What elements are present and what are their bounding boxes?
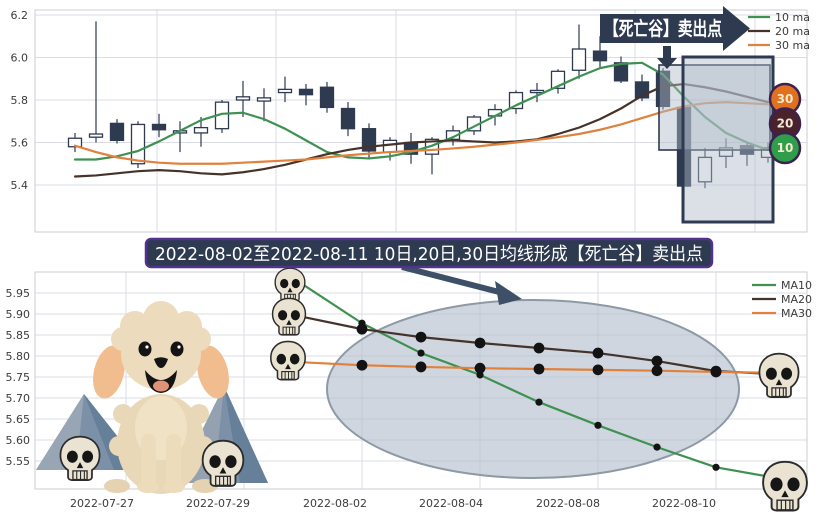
top-y-tick-label: 6.0 (11, 52, 29, 65)
legend-label: MA10 (781, 279, 812, 292)
data-point-MA10 (653, 443, 661, 451)
top-ma-lines (73, 61, 770, 178)
data-point-MA20 (415, 331, 427, 343)
death-valley-highlight-ellipse (326, 299, 740, 479)
data-point-MA20 (533, 342, 545, 354)
arrowhead-icon (495, 281, 522, 305)
data-point-MA20 (474, 337, 486, 349)
ma-line-10ma (73, 61, 770, 161)
data-point-MA30 (651, 365, 663, 377)
candle-body (151, 123, 167, 131)
candle-body (298, 88, 314, 96)
skull-icon-ma-cross-end (758, 352, 800, 399)
bottom-x-tick-label: 2022-07-29 (186, 497, 250, 510)
banner-pointer-arrow (401, 264, 522, 305)
annotation-arrow-banner (600, 6, 750, 51)
data-point-MA20 (651, 355, 663, 367)
legend-label: 30 ma (775, 39, 810, 52)
candle-body (235, 96, 251, 101)
skull-icon-ma10-end (762, 460, 808, 512)
ma-badge-20: 20 (768, 107, 802, 140)
bottom-y-tick-label: 5.90 (6, 308, 31, 321)
down-arrow-icon (657, 46, 677, 69)
ma-end-badges: 30 20 10 (768, 82, 802, 165)
data-point-MA30 (710, 366, 722, 378)
candle-body (109, 122, 125, 142)
legend-label: MA30 (781, 307, 812, 320)
ma-line-20ma (73, 82, 770, 178)
top-y-tick-label: 5.4 (11, 179, 29, 192)
data-point-MA30 (533, 363, 545, 375)
candle-body (277, 88, 293, 94)
candle-body (340, 107, 356, 130)
ma-badge-label: 20 (777, 117, 794, 131)
top-y-tick-label: 5.6 (11, 137, 29, 150)
candle-body (193, 126, 209, 134)
bottom-y-tick-label: 5.55 (6, 455, 31, 468)
sell-point-annotation: 【死亡谷】卖出点 (600, 6, 750, 69)
data-point-MA30 (592, 364, 604, 376)
sell-point-label: 【死亡谷】卖出点 (604, 17, 722, 40)
legend-label: 10 ma (775, 11, 810, 24)
data-point-MA30 (356, 359, 368, 371)
highlight-rect-large (681, 55, 775, 224)
skull-icon-ma30-start (269, 340, 307, 381)
data-point-MA10 (594, 421, 602, 429)
bottom-chart-axes: 5.95 5.90 5.85 5.80 5.75 5.70 5.65 5.60 5.55 2022… (6, 287, 716, 510)
ma-badge-label: 10 (777, 141, 794, 155)
poodle-dog-illustration (93, 301, 229, 494)
candle-body (256, 97, 272, 102)
title-banner-box (144, 237, 714, 269)
legend-label: MA20 (781, 293, 812, 306)
top-y-tick-label: 5.8 (11, 94, 29, 107)
data-point-MA10 (417, 349, 425, 357)
bottom-y-tick-label: 5.75 (6, 371, 31, 384)
candle-body (382, 139, 398, 153)
data-point-MA30 (474, 362, 486, 374)
highlight-rect-small (658, 64, 771, 151)
data-point-MA10 (712, 463, 720, 471)
top-chart-grid (34, 9, 808, 233)
top-y-tick-label: 6.2 (11, 9, 29, 22)
ma-badge-10: 10 (768, 131, 802, 165)
candle-body (718, 147, 734, 157)
bottom-ma-lines (302, 283, 776, 479)
ma-badge-label: 30 (777, 92, 794, 106)
title-banner: 2022-08-02至2022-08-11 10日,20日,30日均线形成【死亡… (144, 237, 714, 269)
skull-icon-left-mountain (59, 435, 101, 482)
skull-icon-ma20-start (271, 297, 307, 336)
ma-line-30ma (73, 101, 770, 165)
legend-label: 20 ma (775, 25, 810, 38)
death-cross-highlight (658, 55, 775, 224)
data-point-MA20 (592, 347, 604, 359)
data-point-MA20 (356, 323, 368, 335)
skull-icon-ma10-start (274, 267, 306, 302)
candle-body (571, 48, 587, 71)
bottom-y-tick-label: 5.65 (6, 413, 31, 426)
data-point-MA10 (535, 398, 543, 406)
candle-body (130, 123, 146, 165)
candle-body (529, 89, 545, 94)
candle-body (88, 133, 104, 138)
bottom-x-tick-label: 2022-08-04 (419, 497, 483, 510)
bottom-y-tick-label: 5.85 (6, 329, 31, 342)
bottom-y-tick-label: 5.80 (6, 350, 31, 363)
top-chart-y-axis: 6.2 6.0 5.8 5.6 5.4 (11, 9, 29, 192)
candle-body (592, 50, 608, 62)
data-point-MA30 (415, 361, 427, 373)
bottom-y-tick-label: 5.60 (6, 434, 31, 447)
candle-body (319, 86, 335, 109)
bottom-y-tick-label: 5.70 (6, 392, 31, 405)
bottom-y-tick-label: 5.95 (6, 287, 31, 300)
bottom-x-tick-label: 2022-08-08 (536, 497, 600, 510)
bottom-x-tick-label: 2022-07-27 (70, 497, 134, 510)
bottom-x-tick-label: 2022-08-10 (652, 497, 716, 510)
title-banner-text: 2022-08-02至2022-08-11 10日,20日,30日均线形成【死亡… (155, 244, 703, 265)
candle-body (697, 156, 713, 183)
bottom-x-tick-label: 2022-08-02 (303, 497, 367, 510)
